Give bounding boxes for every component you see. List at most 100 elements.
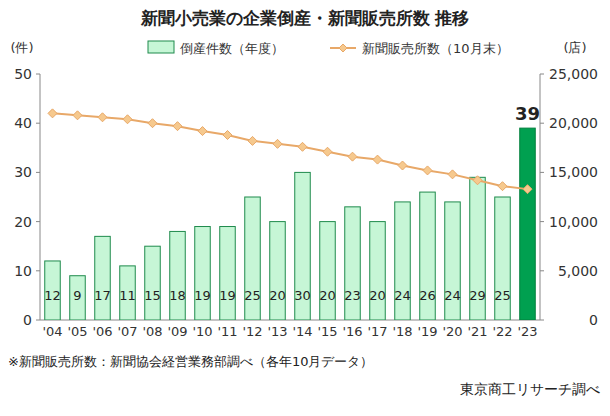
y2-tick-label: 15,000: [549, 164, 598, 180]
y-tick-label: 0: [23, 312, 32, 328]
y-tick-label: 30: [14, 164, 32, 180]
marker: [523, 185, 532, 194]
bar: [445, 202, 461, 320]
bar: [495, 197, 511, 320]
y-axis-label: (件): [10, 40, 33, 55]
y2-tick: [540, 74, 544, 75]
x-tick-label: '09: [167, 324, 187, 339]
x-tick-label: '18: [392, 324, 412, 339]
data-label: 19: [194, 288, 211, 303]
bar: [520, 128, 536, 320]
bar: [45, 261, 61, 320]
x-tick-label: '07: [117, 324, 137, 339]
y2-tick: [540, 221, 544, 222]
bar: [420, 192, 436, 320]
note: ※新聞販売所数：新聞協会経営業務部調べ（各年10月データ）: [8, 354, 373, 369]
y-tick-label: 50: [14, 66, 32, 82]
y2-tick-label: 5,000: [558, 263, 598, 279]
x-tick-label: '05: [67, 324, 87, 339]
y2-tick: [540, 172, 544, 173]
title: 新聞小売業の企業倒産・新聞販売所数 推移: [140, 8, 470, 28]
x-tick-label: '19: [417, 324, 437, 339]
y-tick-label: 10: [14, 263, 32, 279]
y2-tick-label: 20,000: [549, 115, 598, 131]
data-label: 25: [494, 288, 511, 303]
source: 東京商工リサーチ調べ: [460, 381, 600, 397]
legend-marker: [339, 44, 347, 52]
x-tick-label: '13: [267, 324, 287, 339]
x-tick-label: '20: [442, 324, 462, 339]
marker: [498, 182, 507, 191]
y2-tick: [540, 270, 544, 271]
x-tick-label: '12: [242, 324, 262, 339]
data-label: 26: [419, 288, 436, 303]
marker: [123, 115, 132, 124]
marker: [98, 113, 107, 122]
y-tick: [36, 270, 40, 271]
x-tick-label: '11: [217, 324, 237, 339]
bar: [295, 172, 311, 320]
marker: [148, 119, 157, 128]
bar: [470, 177, 486, 320]
data-label: 9: [73, 288, 81, 303]
legend-label: 倒産件数（年度）: [180, 41, 284, 56]
marker: [323, 147, 332, 156]
chart: 新聞小売業の企業倒産・新聞販売所数 推移 (件) (店) 0 10 20 30 40 50 0 5,…: [0, 0, 610, 416]
y-tick: [36, 320, 40, 321]
y-tick-label: 20: [14, 214, 32, 230]
y-tick: [36, 172, 40, 173]
marker: [248, 136, 257, 145]
y2-axis-label: (店): [563, 40, 586, 55]
legend-swatch: [148, 41, 174, 53]
x-tick-label: '08: [142, 324, 162, 339]
x-tick-label: '22: [492, 324, 512, 339]
marker: [423, 166, 432, 175]
data-label: 39: [515, 103, 540, 124]
bar: [195, 227, 211, 320]
marker: [73, 111, 82, 120]
marker: [273, 139, 282, 148]
x-axis-line: [40, 320, 540, 321]
x-tick-label: '10: [192, 324, 212, 339]
data-label: 29: [469, 288, 486, 303]
data-label: 20: [369, 288, 386, 303]
marker: [198, 127, 207, 136]
data-label: 24: [394, 288, 411, 303]
data-label: 18: [169, 288, 186, 303]
bar: [95, 236, 111, 320]
y-tick: [36, 74, 40, 75]
plot-area: [45, 109, 536, 320]
data-label: 19: [219, 288, 236, 303]
data-label: 25: [244, 288, 261, 303]
background: [0, 0, 610, 416]
bar: [220, 227, 236, 320]
data-label: 30: [294, 288, 311, 303]
y2-tick-label: 10,000: [549, 214, 598, 230]
y2-tick: [540, 123, 544, 124]
y2-tick-label: 0: [589, 312, 598, 328]
bar: [370, 222, 386, 320]
data-label: 24: [444, 288, 461, 303]
bar: [395, 202, 411, 320]
data-label: 11: [119, 288, 136, 303]
bar: [170, 231, 186, 320]
y-tick-label: 40: [14, 115, 32, 131]
data-labels: 129171115181919252030202320242624292539: [44, 103, 540, 303]
data-label: 17: [94, 288, 111, 303]
bar: [320, 222, 336, 320]
x-tick-label: '16: [342, 324, 362, 339]
marker: [373, 155, 382, 164]
marker: [448, 170, 457, 179]
data-label: 12: [44, 288, 61, 303]
marker: [348, 152, 357, 161]
x-tick-label: '21: [467, 324, 487, 339]
data-label: 15: [144, 288, 161, 303]
y-axis-line: [40, 74, 41, 320]
bar: [120, 266, 136, 320]
data-label: 20: [319, 288, 336, 303]
marker: [298, 142, 307, 151]
marker: [173, 122, 182, 131]
bar: [270, 222, 286, 320]
line: [53, 113, 528, 189]
data-label: 20: [269, 288, 286, 303]
